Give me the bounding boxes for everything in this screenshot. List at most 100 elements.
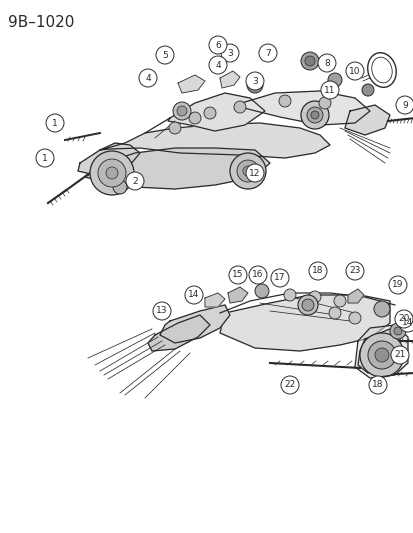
Circle shape [395, 96, 413, 114]
Circle shape [317, 54, 335, 72]
Polygon shape [219, 71, 240, 88]
Circle shape [90, 151, 134, 195]
Circle shape [173, 102, 190, 120]
Circle shape [389, 323, 405, 339]
Circle shape [106, 167, 118, 179]
Circle shape [283, 289, 295, 301]
Text: 14: 14 [401, 319, 413, 327]
Text: 18: 18 [311, 266, 323, 276]
Text: 1: 1 [42, 154, 48, 163]
Text: 15: 15 [232, 271, 243, 279]
Circle shape [230, 153, 265, 189]
Circle shape [46, 114, 64, 132]
Circle shape [242, 166, 252, 176]
Circle shape [388, 276, 406, 294]
Circle shape [348, 312, 360, 324]
Text: 1: 1 [52, 118, 58, 127]
Circle shape [300, 52, 318, 70]
Circle shape [113, 180, 127, 194]
Text: 5: 5 [162, 51, 167, 60]
Polygon shape [159, 305, 230, 343]
Text: 4: 4 [215, 61, 220, 69]
Text: 3: 3 [252, 77, 257, 85]
Text: 10: 10 [349, 67, 360, 76]
Text: 7: 7 [264, 49, 270, 58]
Circle shape [247, 77, 262, 93]
Circle shape [245, 164, 263, 182]
Polygon shape [235, 91, 369, 125]
Text: 6: 6 [215, 41, 220, 50]
Circle shape [185, 286, 202, 304]
Text: 16: 16 [252, 271, 263, 279]
Polygon shape [354, 325, 407, 378]
Circle shape [308, 291, 320, 303]
Text: 19: 19 [391, 280, 403, 289]
Circle shape [236, 160, 259, 182]
Polygon shape [204, 293, 224, 307]
Circle shape [254, 284, 268, 298]
Circle shape [304, 56, 314, 66]
Text: 22: 22 [284, 381, 295, 390]
Circle shape [300, 101, 328, 129]
Circle shape [271, 269, 288, 287]
Text: 23: 23 [349, 266, 360, 276]
Circle shape [393, 327, 401, 335]
Circle shape [345, 62, 363, 80]
Polygon shape [147, 315, 209, 351]
Circle shape [188, 112, 200, 124]
Circle shape [361, 84, 373, 96]
Text: 17: 17 [273, 273, 285, 282]
Polygon shape [347, 289, 363, 303]
Text: 9B–1020: 9B–1020 [8, 15, 74, 30]
Circle shape [139, 69, 157, 87]
Polygon shape [100, 123, 329, 158]
Text: 14: 14 [188, 290, 199, 300]
Text: 18: 18 [371, 381, 383, 390]
Circle shape [394, 310, 412, 328]
Text: 8: 8 [323, 59, 329, 68]
Text: 4: 4 [145, 74, 150, 83]
Circle shape [248, 266, 266, 284]
Polygon shape [168, 93, 264, 131]
Circle shape [204, 107, 216, 119]
Circle shape [359, 333, 403, 377]
Polygon shape [357, 329, 399, 373]
Circle shape [156, 46, 173, 64]
Circle shape [327, 73, 341, 87]
Circle shape [278, 95, 290, 107]
Circle shape [259, 44, 276, 62]
Circle shape [36, 149, 54, 167]
Polygon shape [178, 75, 204, 93]
Circle shape [169, 122, 180, 134]
Polygon shape [219, 295, 389, 351]
Circle shape [301, 299, 313, 311]
Polygon shape [78, 143, 140, 175]
Text: 20: 20 [397, 314, 409, 324]
Polygon shape [344, 105, 389, 135]
Circle shape [320, 81, 338, 99]
Circle shape [233, 101, 245, 113]
Circle shape [345, 262, 363, 280]
Circle shape [308, 262, 326, 280]
Circle shape [367, 341, 395, 369]
Circle shape [303, 302, 315, 314]
Circle shape [126, 172, 144, 190]
Polygon shape [228, 287, 247, 303]
Circle shape [297, 295, 317, 315]
Polygon shape [85, 148, 269, 189]
Circle shape [209, 36, 226, 54]
Circle shape [228, 266, 247, 284]
Circle shape [280, 376, 298, 394]
Circle shape [209, 56, 226, 74]
Text: 13: 13 [156, 306, 167, 316]
Text: 9: 9 [401, 101, 407, 109]
Text: 3: 3 [227, 49, 232, 58]
Circle shape [333, 295, 345, 307]
Text: 21: 21 [393, 351, 405, 359]
Circle shape [373, 301, 389, 317]
Circle shape [153, 302, 171, 320]
Text: 11: 11 [323, 85, 335, 94]
Circle shape [245, 72, 263, 90]
Circle shape [374, 348, 388, 362]
Circle shape [177, 106, 187, 116]
